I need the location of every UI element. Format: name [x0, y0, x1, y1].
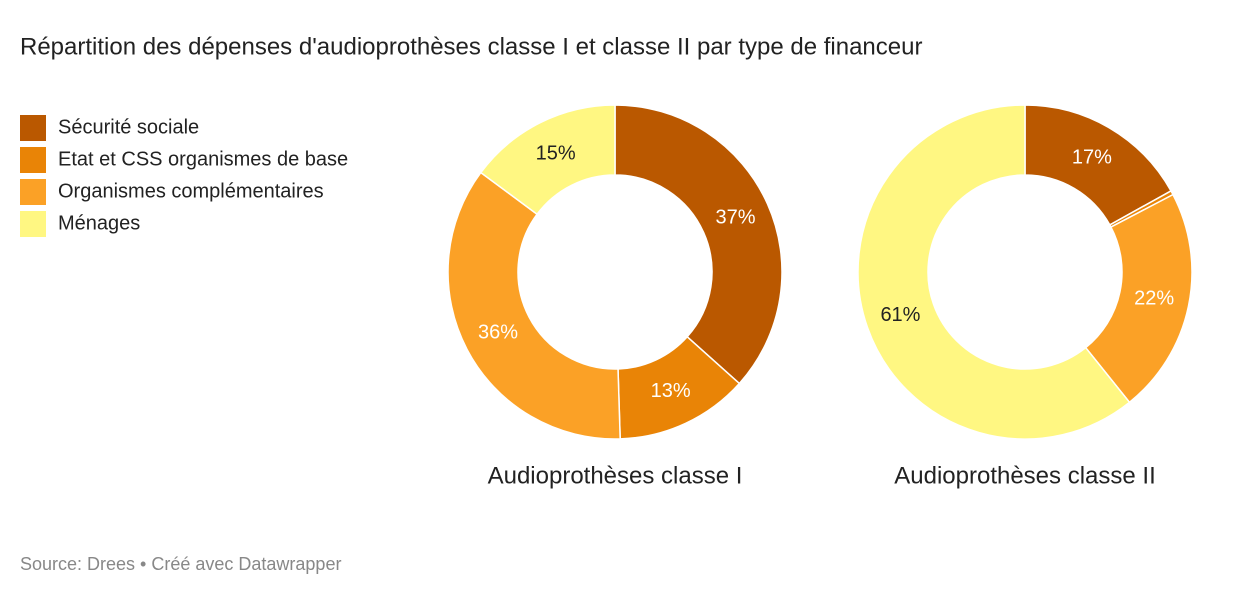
title: Répartition des dépenses d'audioprothèse… [20, 33, 922, 60]
value-label: 15% [536, 142, 576, 164]
legend-swatch [20, 211, 46, 237]
donut-segment [857, 104, 1131, 440]
legend-label: Etat et CSS organismes de base [58, 148, 348, 170]
donut-segment [614, 104, 783, 385]
value-label: 36% [478, 321, 518, 343]
value-label: 17% [1072, 147, 1112, 169]
chart-title: Audioprothèses classe I [488, 462, 743, 489]
legend-label: Ménages [58, 212, 140, 234]
value-label: 37% [716, 206, 756, 228]
legend-swatch [20, 115, 46, 141]
source: Source: Drees • Créé avec Datawrapper [20, 554, 341, 574]
donut-segment [447, 171, 621, 440]
legend-swatch [20, 179, 46, 205]
chart-title: Audioprothèses classe II [894, 462, 1155, 489]
legend-label: Organismes complémentaires [58, 180, 324, 202]
donut-segment [1084, 193, 1193, 404]
value-label: 61% [880, 304, 920, 326]
donut-segment [479, 104, 616, 216]
value-label: 22% [1134, 287, 1174, 309]
value-label: 13% [651, 380, 691, 402]
legend-swatch [20, 147, 46, 173]
legend-label: Sécurité sociale [58, 116, 199, 138]
